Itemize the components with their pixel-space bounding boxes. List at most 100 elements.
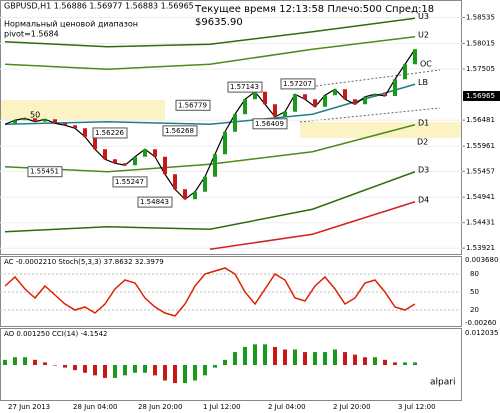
ao-bar	[3, 359, 7, 365]
price-label-box	[175, 99, 211, 111]
candle	[293, 94, 297, 112]
candle	[163, 156, 167, 175]
candle	[413, 49, 417, 65]
panel-title: AC -0.0002210 Stoch(5,3,3) 37.8632 32.39…	[4, 258, 164, 266]
frame	[0, 328, 462, 401]
candle	[113, 159, 117, 164]
y-tick-label: 1.54941	[466, 193, 495, 201]
candle	[373, 94, 377, 97]
price-label: 1.54843	[140, 198, 169, 206]
annotation: 50	[30, 111, 40, 120]
ao-bar	[203, 365, 207, 376]
candle	[343, 89, 347, 100]
y-tick-label: 1.58535	[466, 14, 495, 22]
candle	[73, 125, 77, 129]
price-label: 1.55247	[115, 178, 144, 186]
y-tick-label: 80	[470, 270, 479, 278]
x-tick-label: 3 Jul 12:00	[398, 403, 436, 411]
candle	[43, 119, 47, 122]
x-tick-label: 2 Jul 20:00	[333, 403, 371, 411]
candle	[93, 136, 97, 150]
ao-bar	[383, 359, 387, 365]
ao-bar	[353, 354, 357, 365]
ao-bar	[43, 362, 47, 365]
candle	[353, 99, 357, 105]
y-tick-label: 20	[470, 306, 479, 314]
candle	[63, 123, 67, 126]
y-tick-label: 50	[470, 288, 479, 296]
price-label-box	[252, 118, 288, 130]
ao-bar	[63, 365, 67, 368]
candle	[33, 118, 37, 122]
x-tick-label: 27 Jun 2013	[8, 403, 50, 411]
band-line	[4, 36, 416, 71]
band-label: U3	[418, 12, 429, 21]
price-label: 1.56226	[95, 129, 124, 137]
candle	[213, 154, 217, 177]
candle	[203, 176, 207, 192]
x-tick-label: 28 Jun 20:00	[138, 403, 182, 411]
candle	[173, 174, 177, 190]
status: Текущее время 12:13:58 Плечо:500 Спред:1…	[194, 4, 434, 15]
zone	[300, 122, 462, 138]
price-label: 1.56268	[165, 127, 194, 135]
logo: alpari	[430, 378, 455, 388]
ao-bar	[233, 352, 237, 365]
ao-bar	[363, 357, 367, 365]
ao-bar	[133, 365, 137, 373]
price-label: 1.57207	[283, 80, 312, 88]
x-tick-label: 1 Jul 12:00	[203, 403, 241, 411]
y-tick-label: 1.58015	[466, 40, 495, 48]
candle	[243, 99, 247, 115]
zone	[0, 100, 165, 120]
ao-bar	[253, 344, 257, 365]
ao-bar	[333, 349, 337, 365]
ao-bar	[293, 349, 297, 365]
ao-bar	[393, 362, 397, 365]
price-label: 1.56779	[178, 101, 207, 109]
price-label-box	[92, 127, 128, 139]
candle	[333, 89, 337, 96]
candle	[383, 94, 387, 96]
price-label-box	[227, 81, 263, 93]
current-price-box	[463, 91, 500, 101]
subtitle: Нормальный ценовой диапазон	[4, 20, 138, 29]
candle	[253, 91, 257, 100]
pivot: pivot=1.5684	[4, 30, 59, 39]
ao-bar	[403, 362, 407, 365]
stoch-line	[4, 267, 416, 317]
price-label-box	[137, 196, 173, 208]
y-tick-label: 1.54431	[466, 219, 495, 227]
ao-bar	[323, 352, 327, 365]
y-tick-label: 1.57505	[466, 65, 495, 73]
axis-label: -0.00260	[465, 319, 496, 327]
ao-bar	[283, 349, 287, 365]
candle	[283, 111, 287, 117]
candle	[233, 114, 237, 132]
band-label: D1	[418, 118, 429, 127]
ao-bar	[263, 344, 267, 365]
ao-bar	[33, 359, 37, 365]
x-tick-label: 2 Jul 04:00	[268, 403, 306, 411]
ao-bar	[213, 365, 217, 368]
candle	[303, 94, 307, 100]
frame	[0, 0, 462, 255]
band-label: D4	[418, 195, 429, 204]
panel-title: AO 0.001250 CCI(14) -4.1542	[4, 330, 107, 338]
candle	[133, 156, 137, 166]
ao-bar	[153, 365, 157, 376]
ao-bar	[83, 365, 87, 373]
level-label: D2	[417, 138, 428, 147]
ao-bar	[343, 352, 347, 365]
ao-bar	[183, 365, 187, 384]
axis-label: 0.003680	[465, 256, 498, 264]
y-tick-label: 1.55961	[466, 142, 495, 150]
band-line	[4, 171, 416, 233]
candle	[103, 149, 107, 160]
y-tick-label: 1.55457	[466, 167, 495, 175]
candle	[83, 128, 87, 137]
candle	[183, 189, 187, 200]
y-tick-label: 1.56481	[466, 116, 495, 124]
ao-bar	[113, 365, 117, 378]
